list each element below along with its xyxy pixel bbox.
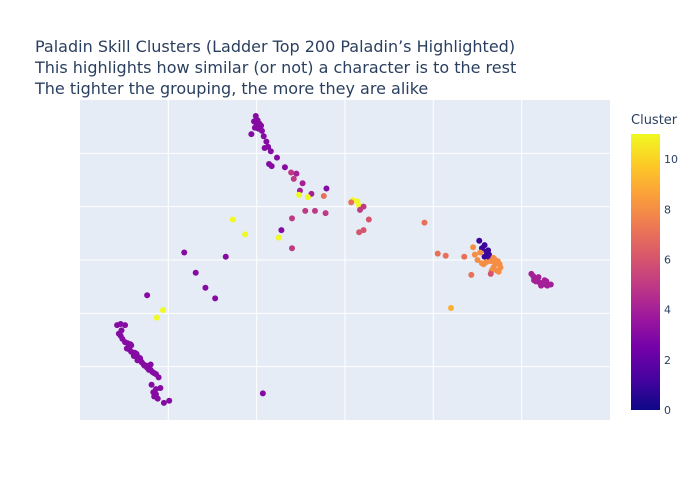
data-point[interactable] [281, 164, 288, 171]
data-point[interactable] [144, 292, 151, 299]
data-point[interactable] [311, 207, 318, 214]
data-point[interactable] [434, 250, 441, 257]
data-point[interactable] [154, 395, 161, 402]
data-point[interactable] [122, 322, 129, 329]
data-point[interactable] [153, 314, 160, 321]
data-point[interactable] [166, 397, 173, 404]
grid-lines [80, 100, 610, 420]
data-point[interactable] [299, 180, 306, 187]
data-point[interactable] [258, 127, 265, 134]
data-point[interactable] [442, 252, 449, 259]
data-point[interactable] [471, 251, 478, 258]
data-point[interactable] [348, 199, 355, 206]
data-point[interactable] [296, 191, 303, 198]
data-point[interactable] [202, 284, 209, 291]
data-point[interactable] [448, 305, 454, 311]
colorbar-tick-label: 10 [664, 153, 678, 166]
colorbar: Cluster 0 2 4 6 8 10 [631, 113, 678, 417]
data-point[interactable] [275, 234, 282, 241]
data-point[interactable] [267, 148, 274, 155]
data-point[interactable] [476, 237, 483, 244]
data-point[interactable] [229, 216, 236, 223]
title-line-1: Paladin Skill Clusters (Ladder Top 200 P… [35, 37, 516, 56]
title-line-2: This highlights how similar (or not) a c… [35, 58, 517, 77]
data-point[interactable] [320, 193, 327, 199]
data-point[interactable] [212, 295, 219, 302]
data-point[interactable] [477, 249, 484, 256]
data-point[interactable] [263, 138, 270, 145]
colorbar-tick-label: 6 [664, 253, 671, 266]
data-point[interactable] [148, 381, 155, 388]
data-point[interactable] [261, 145, 268, 151]
data-point[interactable] [288, 169, 295, 176]
data-point[interactable] [481, 253, 488, 260]
data-point[interactable] [421, 219, 428, 226]
data-point[interactable] [268, 163, 275, 170]
data-point[interactable] [181, 249, 188, 256]
colorbar-tick-label: 2 [664, 354, 671, 367]
data-point[interactable] [357, 206, 364, 213]
data-point[interactable] [474, 257, 481, 263]
data-point[interactable] [487, 270, 494, 277]
data-point[interactable] [160, 399, 167, 406]
data-point[interactable] [260, 133, 267, 140]
colorbar-gradient [631, 134, 660, 410]
data-point[interactable] [278, 227, 285, 234]
data-point[interactable] [530, 273, 537, 279]
data-point[interactable] [322, 210, 329, 217]
data-point[interactable] [259, 390, 266, 397]
data-point[interactable] [248, 131, 255, 138]
data-point[interactable] [304, 194, 311, 201]
data-point[interactable] [365, 216, 372, 223]
data-point[interactable] [543, 278, 550, 285]
data-point[interactable] [155, 374, 162, 381]
data-point[interactable] [461, 253, 468, 260]
data-point[interactable] [160, 307, 167, 314]
data-point[interactable] [289, 215, 295, 222]
data-points [114, 113, 554, 406]
data-point[interactable] [468, 271, 475, 278]
data-point[interactable] [289, 245, 295, 252]
colorbar-tick-label: 0 [664, 404, 671, 417]
data-point[interactable] [242, 231, 249, 238]
data-point[interactable] [470, 244, 477, 251]
colorbar-tick-label: 8 [664, 203, 671, 216]
data-point[interactable] [222, 253, 229, 260]
title-line-3: The tighter the grouping, the more they … [35, 79, 429, 98]
data-point[interactable] [273, 154, 280, 161]
data-point[interactable] [547, 281, 554, 288]
data-point[interactable] [535, 274, 542, 281]
data-point[interactable] [323, 185, 330, 192]
chart-title: Paladin Skill Clusters (Ladder Top 200 P… [35, 36, 516, 99]
data-point[interactable] [192, 269, 199, 276]
data-point[interactable] [356, 229, 363, 236]
colorbar-title: Cluster [631, 113, 678, 128]
data-point[interactable] [491, 255, 498, 262]
data-point[interactable] [497, 264, 504, 271]
colorbar-tick-label: 4 [664, 304, 671, 317]
data-point[interactable] [302, 207, 309, 214]
data-point[interactable] [480, 261, 487, 268]
data-point[interactable] [293, 170, 300, 177]
data-point[interactable] [290, 175, 297, 182]
